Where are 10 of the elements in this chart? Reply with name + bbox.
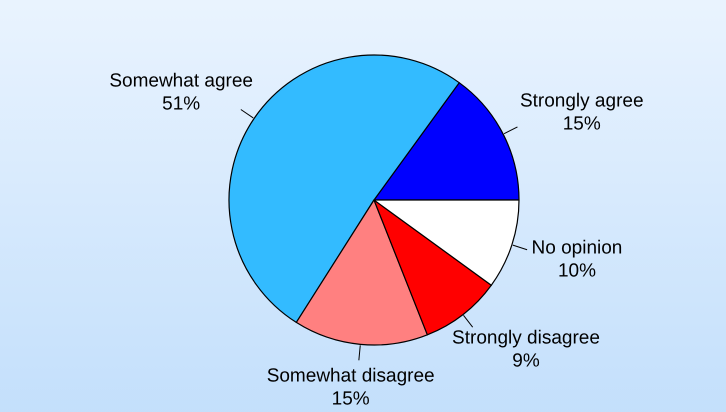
- slice-label: Somewhat agree: [109, 70, 253, 92]
- data-label: 15%: [562, 114, 601, 135]
- data-label: 51%: [162, 93, 200, 114]
- data-label: 15%: [332, 388, 370, 410]
- slice-label: Strongly disagree: [452, 327, 600, 348]
- data-label: 10%: [558, 260, 596, 282]
- slice-label: Somewhat disagree: [266, 366, 435, 387]
- slice-label: No opinion: [532, 237, 622, 258]
- slice-label: Strongly agree: [520, 90, 644, 112]
- data-label: 9%: [512, 350, 540, 372]
